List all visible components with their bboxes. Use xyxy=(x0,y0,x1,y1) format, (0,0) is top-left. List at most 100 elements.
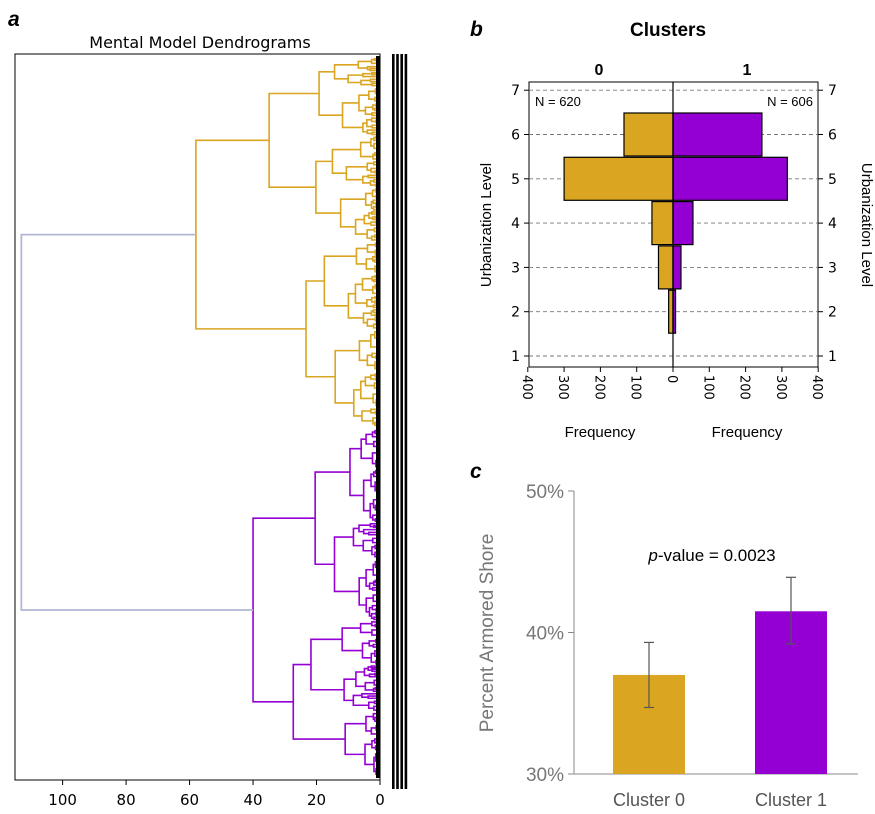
dendrogram-branch xyxy=(370,200,374,210)
dendrogram-branch xyxy=(360,79,373,86)
histogram-y-tick-label-right: 7 xyxy=(828,83,837,99)
bar-category-label: Cluster 0 xyxy=(613,790,685,810)
dendrogram-x-tick-label: 100 xyxy=(48,791,77,809)
dendrogram-branch xyxy=(314,471,350,566)
dendrogram-branch xyxy=(364,192,373,206)
n-label-cluster-1: N = 606 xyxy=(767,94,813,109)
dendrogram-branch xyxy=(365,568,374,587)
histogram-y-tick-label-left: 3 xyxy=(511,260,520,276)
dendrogram-root-branch xyxy=(20,233,254,611)
histogram-bar-cluster-0 xyxy=(563,156,674,201)
dendrogram-branch xyxy=(370,652,376,663)
y-axis-label-left: Urbanization Level xyxy=(478,163,495,287)
panel-letter-a: a xyxy=(8,8,20,31)
clusters-title: Clusters xyxy=(630,20,706,41)
dendrogram-branch xyxy=(334,349,360,404)
dendrogram-branch xyxy=(370,473,376,488)
dendrogram-branch xyxy=(370,310,376,317)
bar-category-label: Cluster 1 xyxy=(755,790,827,810)
histogram-bar-cluster-0 xyxy=(668,289,674,334)
y-axis-label-right: Urbanization Level xyxy=(858,163,875,287)
dendrogram-branch xyxy=(339,198,366,228)
histogram-x-tick-label: 300 xyxy=(773,375,788,400)
histogram-y-tick-label-left: 1 xyxy=(511,349,520,365)
dendrogram-branch xyxy=(370,167,380,173)
dendrogram-branch xyxy=(310,638,345,691)
bar-y-tick-label: 30% xyxy=(526,765,564,786)
histogram-bar-cluster-1 xyxy=(672,201,694,246)
dendrogram-branch xyxy=(361,693,380,698)
dendrogram-branch xyxy=(370,665,380,669)
dendrogram-branch xyxy=(371,275,376,282)
histogram-bar-cluster-1 xyxy=(672,245,682,290)
dendrogram-branch xyxy=(347,292,364,319)
dendrogram-branch xyxy=(366,318,376,327)
dendrogram-branch xyxy=(358,94,369,112)
dendrogram-branch xyxy=(371,104,377,111)
dendrogram-branch xyxy=(349,447,364,497)
dendrogram-branch xyxy=(364,681,375,691)
dendrogram-branch xyxy=(370,211,380,215)
dendrogram-branch xyxy=(352,694,369,707)
bar-y-tick-label: 50% xyxy=(526,482,564,503)
dendrogram-x-tick-label: 0 xyxy=(375,791,385,809)
dendrogram-branch xyxy=(252,517,316,703)
p-value-annotation: p-value = 0.0023 xyxy=(647,546,775,565)
histogram-bar-cluster-1 xyxy=(672,156,788,201)
bar-chart-bars xyxy=(613,576,827,774)
bar-y-tick-label: 40% xyxy=(526,624,564,645)
histogram-x-tick-label: 400 xyxy=(809,375,824,400)
dendrogram-branch xyxy=(352,527,364,547)
x-axis-label-right: Frequency xyxy=(712,424,783,441)
dendrogram-branch xyxy=(355,671,366,688)
dendrogram-branch xyxy=(323,255,357,307)
dendrogram-tree xyxy=(20,58,380,775)
dendrogram-branch xyxy=(305,280,336,378)
histogram-bar-cluster-0 xyxy=(651,201,674,246)
dendrogram-branch xyxy=(352,389,362,417)
histogram-x-tick-label: 100 xyxy=(700,375,715,400)
dendrogram-branch xyxy=(372,256,376,262)
dendrogram-branch xyxy=(344,722,366,756)
histogram-x-tick-label: 200 xyxy=(737,375,752,400)
dendrogram-leaf-labels xyxy=(376,54,408,789)
dendrogram-branch xyxy=(370,296,376,303)
cluster-1-header: 1 xyxy=(743,62,752,79)
histogram-bar-cluster-1 xyxy=(672,112,763,157)
histogram-y-tick-label-right: 3 xyxy=(828,260,837,276)
dendrogram-leaf-label-column xyxy=(396,54,399,789)
dendrogram-branch xyxy=(361,277,373,291)
dendrogram-branch xyxy=(366,162,374,171)
dendrogram-x-tick-label: 60 xyxy=(180,791,199,809)
dendrogram-branch xyxy=(195,139,307,330)
dendrogram-branch xyxy=(354,218,368,235)
histogram-y-tick-label-left: 5 xyxy=(511,172,520,188)
x-axis-label-left: Frequency xyxy=(565,424,636,441)
dendrogram-branch xyxy=(268,92,320,188)
dendrogram-branch xyxy=(341,627,363,652)
histogram-bar-cluster-0 xyxy=(623,112,674,157)
dendrogram-branch xyxy=(361,642,372,659)
dendrogram-branch xyxy=(333,63,359,80)
dendrogram-branch xyxy=(364,376,375,387)
dendrogram-x-axis: 100 80 60 40 20 0 xyxy=(48,780,385,809)
dendrogram-branch xyxy=(368,212,373,219)
histogram-x-tick-label: 0 xyxy=(664,375,679,383)
dendrogram-panel: Mental Model Dendrograms 100 80 60 40 20 0 xyxy=(14,33,408,809)
dendrogram-branch xyxy=(367,701,375,710)
dendrogram-title: Mental Model Dendrograms xyxy=(89,33,310,52)
histogram-y-tick-label-left: 4 xyxy=(511,216,520,232)
dendrogram-branch xyxy=(369,67,380,72)
dendrogram-branch xyxy=(362,479,372,512)
dendrogram-branch xyxy=(369,523,380,528)
dendrogram-branch xyxy=(366,298,374,308)
histogram-x-tick-label: 200 xyxy=(591,375,606,400)
histogram-y-tick-label-left: 2 xyxy=(511,305,520,321)
dendrogram-branch xyxy=(292,663,346,740)
dendrogram-x-tick-label: 20 xyxy=(307,791,326,809)
p-value-italic: p xyxy=(647,546,657,565)
dendrogram-branch xyxy=(370,221,380,226)
dendrogram-branch xyxy=(360,438,373,460)
n-label-cluster-0: N = 620 xyxy=(535,94,581,109)
histogram-y-tick-label-right: 1 xyxy=(828,349,837,365)
